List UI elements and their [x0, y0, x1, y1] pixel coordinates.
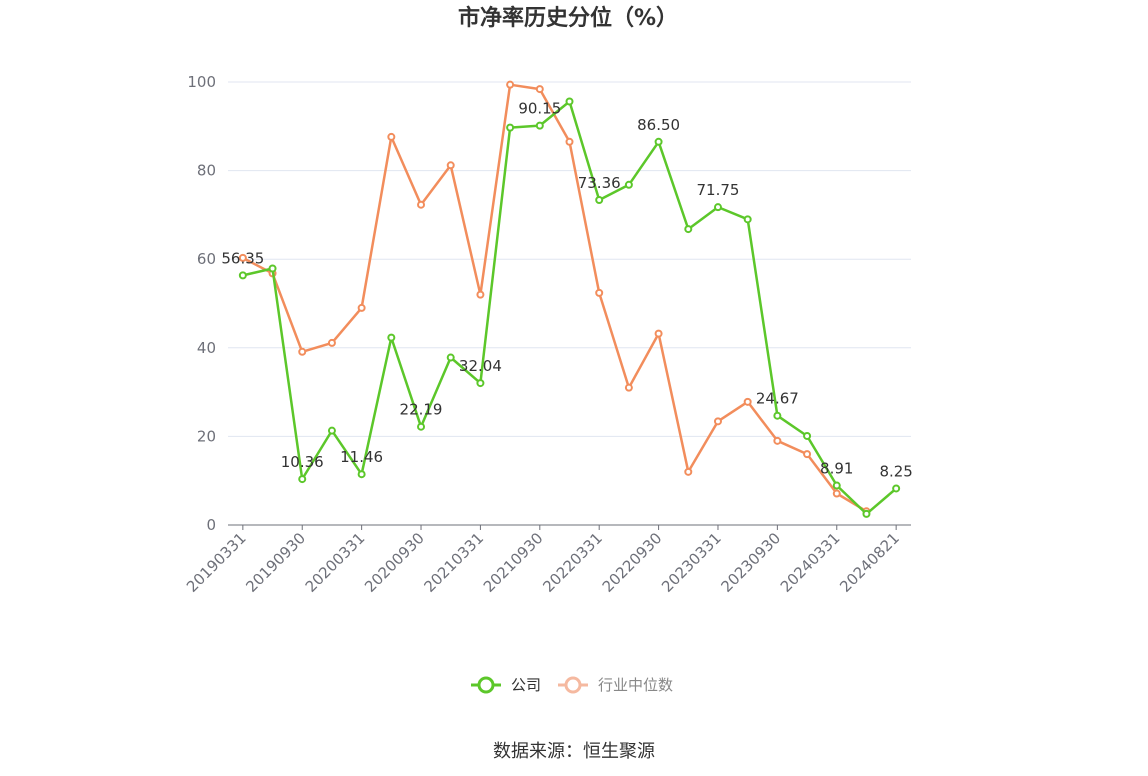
y-axis: 0 20 40 60 80 100	[187, 73, 216, 534]
data-point[interactable]	[476, 379, 485, 388]
data-point[interactable]	[446, 353, 455, 362]
data-point[interactable]	[684, 467, 693, 476]
data-point[interactable]	[238, 271, 247, 280]
data-label: 71.75	[697, 181, 740, 199]
source-note: 数据来源：恒生聚源	[493, 741, 655, 762]
legend-item-公司[interactable]: 公司	[471, 676, 541, 694]
legend-marker	[564, 676, 582, 694]
data-point[interactable]	[446, 161, 455, 170]
grid	[228, 81, 911, 437]
data-point[interactable]	[832, 489, 841, 498]
data-label: 22.19	[400, 401, 443, 419]
data-point[interactable]	[298, 347, 307, 356]
x-tick-label: 20230930	[717, 529, 784, 596]
x-tick-label: 20200331	[302, 529, 369, 596]
data-label: 86.50	[637, 116, 680, 134]
legend-marker	[477, 676, 495, 694]
data-point[interactable]	[684, 225, 693, 234]
data-point[interactable]	[595, 288, 604, 297]
data-point[interactable]	[595, 196, 604, 205]
y-tick-label: 20	[197, 427, 216, 445]
chart-title: 市净率历史分位（%）	[458, 5, 678, 31]
data-point[interactable]	[357, 303, 366, 312]
x-tick-label: 20220331	[539, 529, 606, 596]
legend-label: 行业中位数	[598, 676, 673, 694]
data-point[interactable]	[773, 436, 782, 445]
data-point[interactable]	[268, 264, 277, 273]
data-point[interactable]	[565, 137, 574, 146]
legend[interactable]: 公司 行业中位数	[471, 676, 673, 694]
data-point[interactable]	[743, 215, 752, 224]
data-point[interactable]	[803, 450, 812, 459]
data-point[interactable]	[892, 484, 901, 493]
y-tick-label: 40	[197, 339, 216, 357]
data-point[interactable]	[624, 383, 633, 392]
data-point[interactable]	[417, 422, 426, 431]
data-point[interactable]	[713, 417, 722, 426]
x-axis: 2019033120190930202003312020093020210331…	[183, 524, 911, 596]
x-tick-label: 20230331	[658, 529, 725, 596]
data-labels: 56.35 10.36 11.46 22.19 32.04 90.15 73.36 86.50…	[221, 100, 912, 481]
series-line-行业中位数	[242, 83, 868, 513]
data-point[interactable]	[387, 333, 396, 342]
x-tick-label: 20210331	[421, 529, 488, 596]
data-label: 90.15	[518, 100, 561, 118]
x-tick-label: 20190930	[242, 529, 309, 596]
data-point[interactable]	[654, 137, 663, 146]
data-point[interactable]	[535, 85, 544, 94]
data-point[interactable]	[357, 470, 366, 479]
data-point[interactable]	[803, 431, 812, 440]
x-tick-label: 20200930	[361, 529, 428, 596]
data-point[interactable]	[654, 329, 663, 338]
data-label: 8.25	[879, 462, 912, 480]
data-point[interactable]	[535, 121, 544, 130]
data-point[interactable]	[862, 509, 871, 518]
data-point[interactable]	[743, 397, 752, 406]
data-point[interactable]	[713, 203, 722, 212]
data-point[interactable]	[506, 80, 515, 89]
data-point[interactable]	[387, 132, 396, 141]
data-point[interactable]	[417, 200, 426, 209]
y-tick-label: 0	[206, 516, 216, 534]
data-label: 8.91	[820, 460, 853, 478]
data-point[interactable]	[327, 426, 336, 435]
x-tick-label: 20190331	[183, 529, 250, 596]
data-point[interactable]	[238, 253, 247, 262]
legend-item-行业中位数[interactable]: 行业中位数	[558, 676, 673, 694]
legend-label: 公司	[511, 676, 541, 694]
series-layer	[238, 80, 901, 518]
data-label: 11.46	[340, 448, 383, 466]
y-tick-label: 100	[187, 73, 216, 91]
data-label: 73.36	[578, 174, 621, 192]
y-tick-label: 80	[197, 162, 216, 180]
data-label: 56.35	[221, 249, 264, 267]
x-tick-label: 20240821	[836, 529, 903, 596]
data-point[interactable]	[832, 481, 841, 490]
data-point[interactable]	[624, 180, 633, 189]
data-point[interactable]	[565, 97, 574, 106]
y-tick-label: 60	[197, 250, 216, 268]
data-point[interactable]	[506, 123, 515, 132]
data-label: 24.67	[756, 390, 799, 408]
data-point[interactable]	[298, 475, 307, 484]
x-tick-label: 20210930	[480, 529, 547, 596]
data-point[interactable]	[476, 290, 485, 299]
data-label: 10.36	[281, 453, 324, 471]
x-tick-label: 20240331	[777, 529, 844, 596]
data-point[interactable]	[327, 338, 336, 347]
data-point[interactable]	[773, 411, 782, 420]
data-label: 32.04	[459, 357, 502, 375]
x-tick-label: 20220930	[599, 529, 666, 596]
